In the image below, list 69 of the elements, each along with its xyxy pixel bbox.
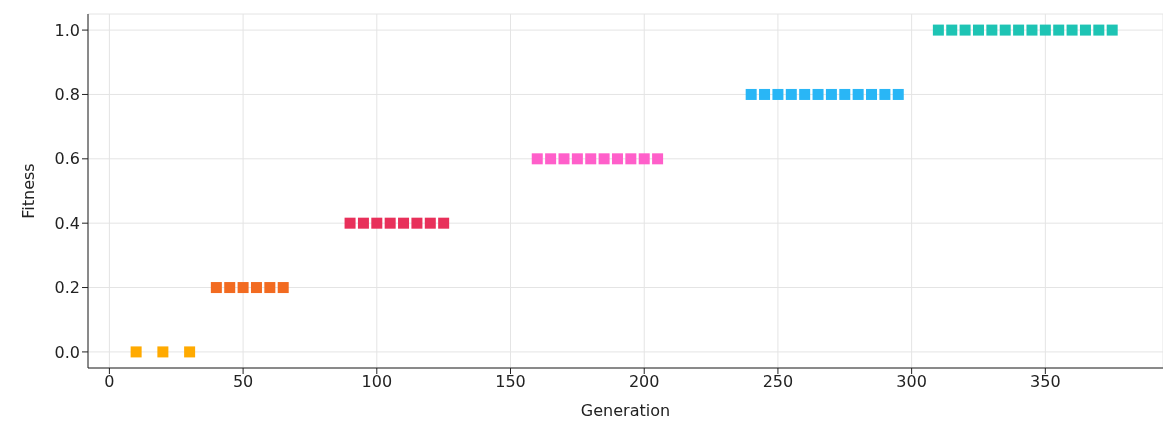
- point: [1039, 24, 1051, 36]
- point: [157, 346, 169, 358]
- point: [184, 346, 196, 358]
- point: [745, 88, 757, 100]
- y-tick-label: 0.2: [54, 278, 80, 298]
- point: [384, 217, 396, 229]
- point: [398, 217, 410, 229]
- point: [264, 282, 276, 294]
- point: [1106, 24, 1118, 36]
- point: [531, 153, 543, 165]
- y-tick-label: 0.6: [54, 149, 80, 169]
- point: [411, 217, 423, 229]
- x-tick-label: 50: [232, 372, 254, 392]
- point: [611, 153, 623, 165]
- point: [277, 282, 289, 294]
- x-tick-label: 100: [361, 372, 393, 392]
- point: [237, 282, 249, 294]
- point: [852, 88, 864, 100]
- point: [999, 24, 1011, 36]
- point: [1026, 24, 1038, 36]
- point: [344, 217, 356, 229]
- point: [879, 88, 891, 100]
- point: [839, 88, 851, 100]
- point: [759, 88, 771, 100]
- point: [932, 24, 944, 36]
- y-tick-label: 0.4: [54, 213, 80, 233]
- point: [371, 217, 383, 229]
- point: [1079, 24, 1091, 36]
- point: [866, 88, 878, 100]
- point: [571, 153, 583, 165]
- point: [224, 282, 236, 294]
- x-tick-label: 0: [104, 372, 115, 392]
- point: [972, 24, 984, 36]
- point: [812, 88, 824, 100]
- point: [1093, 24, 1105, 36]
- point: [652, 153, 664, 165]
- point: [785, 88, 797, 100]
- x-tick-label: 150: [495, 372, 526, 392]
- x-tick-label: 250: [762, 372, 794, 392]
- y-tick-label: 0.0: [54, 342, 80, 362]
- point: [986, 24, 998, 36]
- point: [598, 153, 610, 165]
- point: [1053, 24, 1065, 36]
- point: [357, 217, 369, 229]
- y-axis-title: Fitness: [18, 163, 38, 219]
- point: [585, 153, 597, 165]
- point: [130, 346, 142, 358]
- point: [250, 282, 262, 294]
- point: [545, 153, 557, 165]
- x-tick-label: 350: [1030, 372, 1061, 392]
- point: [424, 217, 436, 229]
- point: [946, 24, 958, 36]
- point: [772, 88, 784, 100]
- x-tick-label: 300: [896, 372, 927, 392]
- point: [959, 24, 971, 36]
- x-axis-title: Generation: [580, 401, 671, 420]
- y-tick-label: 1.0: [54, 20, 80, 40]
- x-tick-label: 200: [628, 372, 660, 392]
- point: [892, 88, 904, 100]
- point: [210, 282, 222, 294]
- point: [438, 217, 450, 229]
- point: [638, 153, 650, 165]
- point: [1013, 24, 1025, 36]
- point: [625, 153, 637, 165]
- point: [799, 88, 811, 100]
- point: [825, 88, 837, 100]
- point: [558, 153, 570, 165]
- point: [1066, 24, 1078, 36]
- y-tick-label: 0.8: [54, 85, 80, 105]
